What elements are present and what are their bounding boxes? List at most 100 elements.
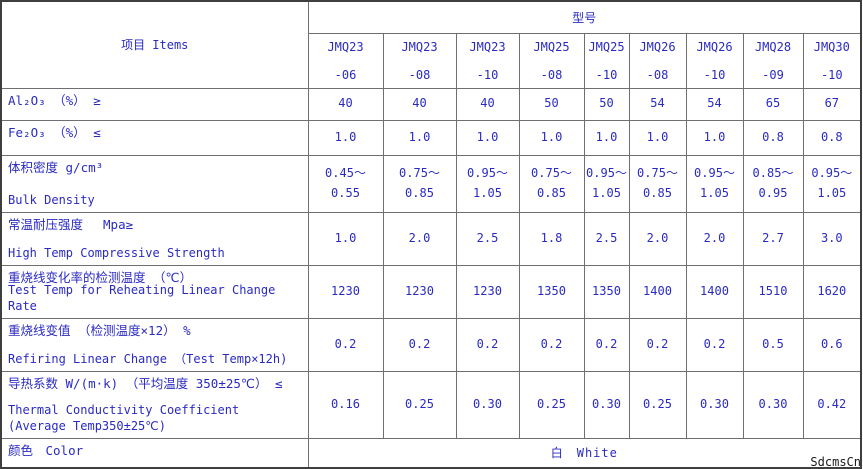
row-label-zh: 重烧线变值 （检测温度×12） % [8,322,191,338]
color-value-cell: 白 White [307,437,862,469]
value-cell: 0.2 [685,317,744,372]
row-label-zh: 常温耐压强度 Mpa≥ [8,216,134,232]
model-name: JMQ25 [533,39,570,54]
value-cell: 3.0 [802,211,862,266]
value-cell: 1.0 [455,119,520,156]
model-name: JMQ23 [327,39,364,54]
value-cell: 0.75～ 0.85 [628,154,687,213]
value-cell: 0.85～ 0.95 [742,154,804,213]
row-label-al2o3: Al₂O₃ （%） ≥ [0,87,309,121]
model-suffix: -10 [595,67,618,82]
value-cell: 0.2 [628,317,687,372]
model-cell: JMQ26 -10 [685,32,744,89]
value-cell: 0.95～ 1.05 [802,154,862,213]
value-cell: 2.0 [628,211,687,266]
value-cell: 1510 [742,264,804,319]
value-cell: 40 [455,87,520,121]
model-suffix: -08 [408,67,431,82]
value-cell: 67 [802,87,862,121]
model-name: JMQ26 [696,39,733,54]
value-cell: 54 [685,87,744,121]
value-cell: 0.6 [802,317,862,372]
row-label-en: Test Temp for Reheating Linear Change Ra… [8,283,276,313]
value-cell: 1.0 [307,211,384,266]
value-cell: 2.0 [685,211,744,266]
value-cell: 50 [583,87,630,121]
model-suffix: -10 [703,67,726,82]
row-label-en: Bulk Density [8,192,95,207]
row-label-zh: 体积密度 g/cm³ [8,159,104,175]
value-cell: 0.75～ 0.85 [518,154,585,213]
value-cell: 0.2 [455,317,520,372]
value-cell: 40 [382,87,457,121]
model-cell: JMQ25 -10 [583,32,630,89]
value-cell: 1230 [382,264,457,319]
value-cell: 0.25 [628,370,687,439]
row-label-en: High Temp Compressive Strength [8,245,225,260]
model-cell: JMQ30 -10 [802,32,862,89]
model-suffix: -10 [820,67,843,82]
value-cell: 2.7 [742,211,804,266]
model-suffix: -10 [476,67,499,82]
value-cell: 0.95～ 1.05 [455,154,520,213]
value-cell: 1.0 [382,119,457,156]
value-cell: 40 [307,87,384,121]
value-cell: 1.8 [518,211,585,266]
value-cell: 0.95～ 1.05 [583,154,630,213]
model-cell: JMQ23 -06 [307,32,384,89]
value-cell: 1.0 [518,119,585,156]
value-cell: 1.0 [628,119,687,156]
model-name: JMQ28 [754,39,792,54]
value-cell: 1350 [518,264,585,319]
items-header-cell: 项目 Items [0,0,309,89]
row-label-compressive-strength: 常温耐压强度 Mpa≥ High Temp Compressive Strengt… [0,211,309,266]
row-label-refiring-change: 重烧线变值 （检测温度×12） % Refiring Linear Change … [0,317,309,372]
watermark: SdcmsCn [810,455,861,469]
value-cell: 0.2 [518,317,585,372]
row-label-en: Thermal Conductivity Coefficient (Averag… [8,403,240,433]
model-name: JMQ30 [813,39,850,54]
row-label-bulk-density: 体积密度 g/cm³ Bulk Density [0,154,309,213]
value-cell: 0.2 [583,317,630,372]
value-cell: 2.5 [455,211,520,266]
value-cell: 0.30 [742,370,804,439]
model-name: JMQ23 [469,39,506,54]
value-cell: 0.75～ 0.85 [382,154,457,213]
row-label-fe2o3: Fe₂O₃ （%） ≤ [0,119,309,156]
value-cell: 1350 [583,264,630,319]
value-cell: 1620 [802,264,862,319]
value-cell: 0.2 [307,317,384,372]
value-cell: 0.8 [802,119,862,156]
value-cell: 0.25 [518,370,585,439]
row-label-thermal-conductivity: 导热系数 W/(m·k) （平均温度 350±25℃） ≤ Thermal Con… [0,370,309,439]
model-name: JMQ26 [639,39,676,54]
value-cell: 0.16 [307,370,384,439]
value-cell: 65 [742,87,804,121]
value-cell: 0.30 [583,370,630,439]
row-label-zh: 颜色 Color [8,442,84,458]
model-cell: JMQ26 -08 [628,32,687,89]
model-suffix: -09 [762,67,784,82]
model-cell: JMQ28 -09 [742,32,804,89]
model-cell: JMQ23 -08 [382,32,457,89]
value-cell: 1230 [307,264,384,319]
row-label-zh: Al₂O₃ （%） ≥ [8,92,101,108]
model-name: JMQ23 [401,39,438,54]
model-suffix: -08 [646,67,669,82]
model-cell: JMQ25 -08 [518,32,585,89]
value-cell: 0.45～ 0.55 [307,154,384,213]
value-cell: 1400 [628,264,687,319]
model-name: JMQ25 [588,39,625,54]
model-cell: JMQ23 -10 [455,32,520,89]
model-suffix: -06 [334,67,357,82]
value-cell: 54 [628,87,687,121]
row-label-zh: 导热系数 W/(m·k) （平均温度 350±25℃） ≤ [8,375,283,391]
value-cell: 2.0 [382,211,457,266]
value-cell: 1.0 [583,119,630,156]
value-cell: 50 [518,87,585,121]
value-cell: 0.95～ 1.05 [685,154,744,213]
value-cell: 0.30 [685,370,744,439]
value-cell: 1.0 [307,119,384,156]
